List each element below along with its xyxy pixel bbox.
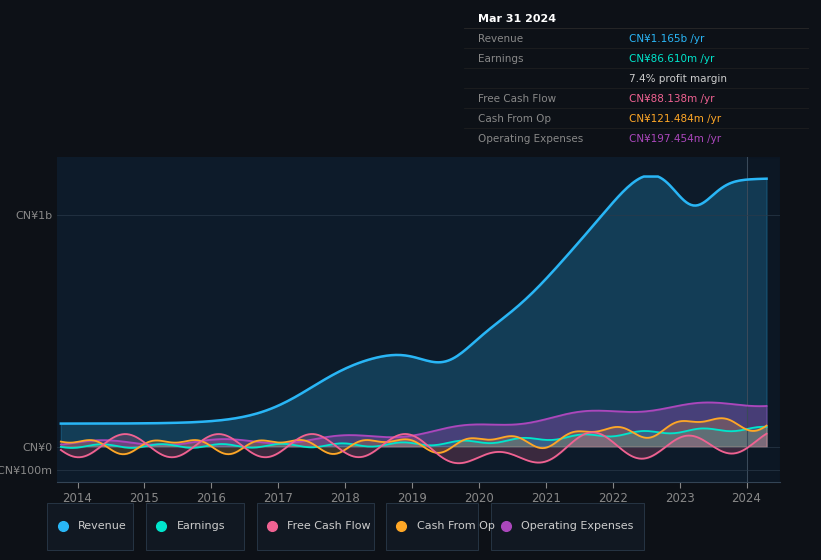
Text: Mar 31 2024: Mar 31 2024	[478, 15, 556, 25]
Text: CN¥197.454m /yr: CN¥197.454m /yr	[630, 134, 722, 144]
Text: Earnings: Earnings	[177, 521, 225, 531]
Bar	[746, 157, 780, 482]
Text: Operating Expenses: Operating Expenses	[521, 521, 634, 531]
Text: Revenue: Revenue	[78, 521, 126, 531]
Text: Revenue: Revenue	[478, 34, 523, 44]
FancyBboxPatch shape	[257, 503, 374, 550]
Text: Free Cash Flow: Free Cash Flow	[287, 521, 371, 531]
Text: Cash From Op: Cash From Op	[417, 521, 494, 531]
FancyBboxPatch shape	[491, 503, 644, 550]
Text: Cash From Op: Cash From Op	[478, 114, 551, 124]
Text: CN¥1.165b /yr: CN¥1.165b /yr	[630, 34, 704, 44]
FancyBboxPatch shape	[386, 503, 479, 550]
Text: CN¥86.610m /yr: CN¥86.610m /yr	[630, 54, 715, 64]
Text: Earnings: Earnings	[478, 54, 523, 64]
Text: 7.4% profit margin: 7.4% profit margin	[630, 74, 727, 85]
FancyBboxPatch shape	[48, 503, 134, 550]
Text: CN¥88.138m /yr: CN¥88.138m /yr	[630, 95, 715, 104]
FancyBboxPatch shape	[146, 503, 245, 550]
Text: CN¥121.484m /yr: CN¥121.484m /yr	[630, 114, 722, 124]
Text: Free Cash Flow: Free Cash Flow	[478, 95, 556, 104]
Text: Operating Expenses: Operating Expenses	[478, 134, 583, 144]
